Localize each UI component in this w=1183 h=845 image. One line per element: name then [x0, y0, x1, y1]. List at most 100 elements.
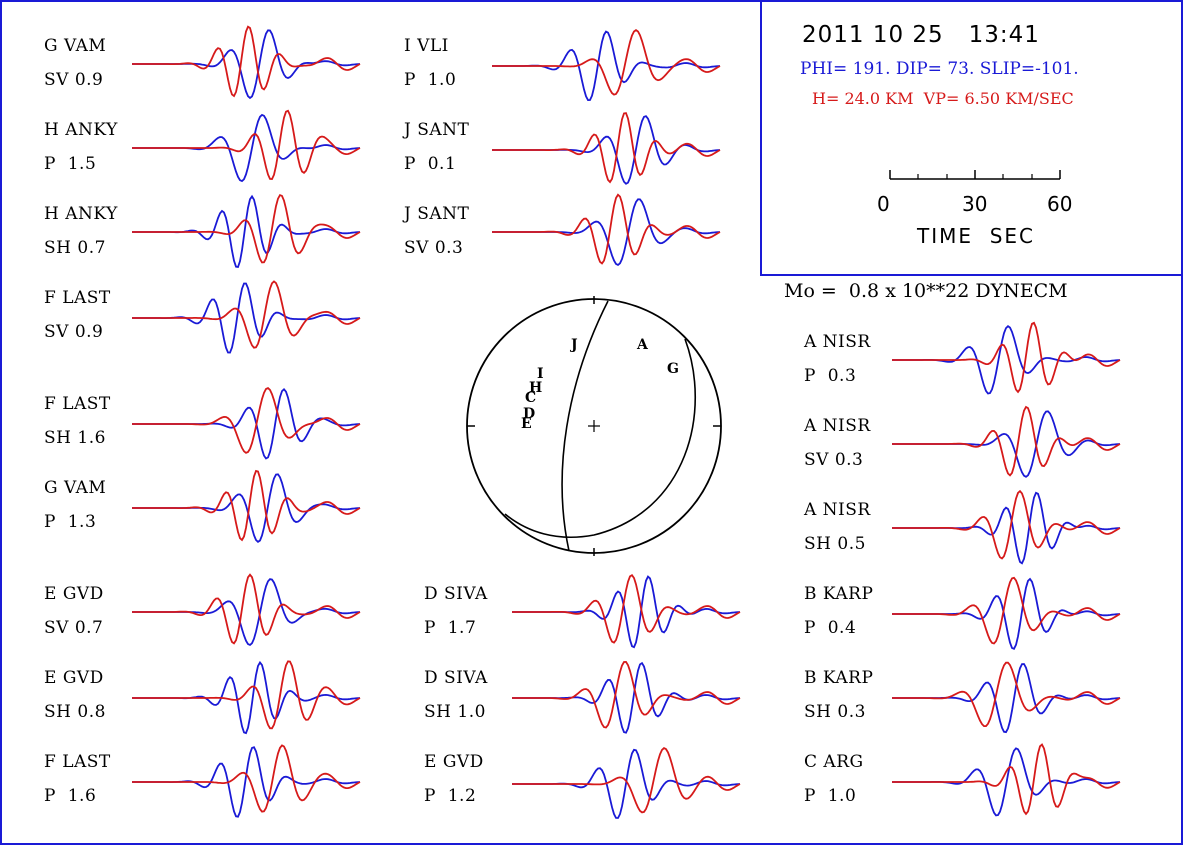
waveform-phase-amplitude: P 1.5: [44, 154, 97, 174]
time-tick-30: 30: [962, 192, 988, 216]
synthetic-waveform: [132, 660, 361, 730]
event-datetime: 2011 10 25 13:41: [802, 22, 1040, 48]
waveform-trace: [132, 387, 361, 460]
waveform-trace: [512, 574, 741, 649]
synthetic-waveform: [132, 25, 361, 98]
waveform-station-label: G VAM: [44, 36, 107, 56]
waveform-trace: [892, 489, 1121, 565]
sphere-station-h: H: [529, 380, 542, 396]
waveform-phase-amplitude: SV 0.3: [404, 238, 464, 258]
synthetic-waveform: [892, 661, 1121, 728]
time-tick-60: 60: [1047, 192, 1073, 216]
waveform-trace: [132, 744, 361, 818]
synthetic-waveform: [132, 469, 361, 542]
waveform-station-label: J SANT: [404, 120, 470, 140]
waveform-station-label: C ARG: [804, 752, 864, 772]
waveform-station-label: G VAM: [44, 478, 107, 498]
waveform-phase-amplitude: SH 0.7: [44, 238, 106, 258]
waveform-station-label: H ANKY: [44, 204, 118, 224]
event-info-box: 2011 10 25 13:41 PHI= 191. DIP= 73. SLIP…: [760, 2, 1181, 276]
seismic-moment: Mo = 0.8 x 10**22 DYNECM: [784, 280, 1068, 302]
depth-velocity: H= 24.0 KM VP= 6.50 KM/SEC: [812, 89, 1074, 108]
waveform-phase-amplitude: P 1.2: [424, 786, 477, 806]
sphere-station-g: G: [667, 361, 679, 377]
waveform-station-label: I VLI: [404, 36, 449, 56]
synthetic-waveform: [512, 574, 741, 644]
synthetic-waveform: [492, 29, 721, 96]
waveform-phase-amplitude: P 1.0: [804, 786, 857, 806]
waveform-station-label: A NISR: [804, 332, 871, 352]
waveform-phase-amplitude: P 0.4: [804, 618, 857, 638]
synthetic-waveform: [132, 573, 361, 645]
time-tick-0: 0: [877, 192, 890, 216]
waveform-phase-amplitude: SH 0.5: [804, 534, 866, 554]
waveform-phase-amplitude: P 1.6: [44, 786, 97, 806]
waveform-phase-amplitude: P 0.3: [804, 366, 857, 386]
waveform-phase-amplitude: SH 1.0: [424, 702, 486, 722]
waveform-station-label: D SIVA: [424, 668, 488, 688]
waveform-station-label: E GVD: [424, 752, 484, 772]
event-date: 2011 10 25: [802, 22, 944, 48]
waveform-trace: [892, 321, 1121, 395]
synthetic-waveform: [132, 387, 361, 454]
waveform-station-label: A NISR: [804, 500, 871, 520]
waveform-phase-amplitude: P 1.7: [424, 618, 477, 638]
synthetic-waveform: [892, 321, 1121, 394]
waveform-trace: [492, 193, 721, 266]
waveform-station-label: F LAST: [44, 394, 111, 414]
waveform-trace: [132, 25, 361, 100]
waveform-trace: [512, 660, 741, 734]
waveform-trace: [892, 405, 1121, 478]
sphere-station-j: J: [569, 337, 578, 353]
waveform-trace: [132, 469, 361, 544]
waveform-station-label: B KARP: [804, 668, 874, 688]
waveform-phase-amplitude: P 1.3: [44, 512, 97, 532]
waveform-phase-amplitude: P 1.0: [404, 70, 457, 90]
synthetic-waveform: [892, 576, 1121, 645]
sphere-station-e: E: [521, 416, 532, 432]
waveform-trace: [132, 573, 361, 647]
sphere-station-c: C: [525, 390, 536, 406]
waveform-trace: [132, 280, 361, 354]
waveform-trace: [492, 112, 721, 185]
synthetic-waveform: [132, 744, 361, 813]
waveform-phase-amplitude: SV 0.9: [44, 70, 104, 90]
sphere-station-i: I: [537, 366, 544, 382]
waveform-trace: [892, 743, 1121, 817]
waveform-station-label: H ANKY: [44, 120, 118, 140]
mechanism-parameters: PHI= 191. DIP= 73. SLIP=-101.: [800, 59, 1079, 79]
synthetic-waveform: [132, 280, 361, 349]
waveform-station-label: F LAST: [44, 752, 111, 772]
synthetic-waveform: [492, 193, 721, 265]
waveform-station-label: F LAST: [44, 288, 111, 308]
synthetic-waveform: [132, 109, 361, 181]
synthetic-waveform: [132, 193, 361, 264]
synthetic-waveform: [512, 747, 741, 814]
waveform-station-label: A NISR: [804, 416, 871, 436]
waveform-station-label: E GVD: [44, 584, 104, 604]
waveform-station-label: J SANT: [404, 204, 470, 224]
sphere-station-d: D: [523, 406, 535, 422]
waveform-phase-amplitude: SH 0.3: [804, 702, 866, 722]
waveform-phase-amplitude: SV 0.3: [804, 450, 864, 470]
waveform-phase-amplitude: SH 0.8: [44, 702, 106, 722]
time-scale-bar: [889, 170, 1061, 180]
waveform-trace: [492, 29, 721, 102]
waveform-station-label: E GVD: [44, 668, 104, 688]
synthetic-waveform: [892, 489, 1121, 560]
synthetic-waveform: [512, 660, 741, 729]
waveform-phase-amplitude: SV 0.9: [44, 322, 104, 342]
waveform-station-label: D SIVA: [424, 584, 488, 604]
waveform-trace: [512, 747, 741, 819]
event-time: 13:41: [968, 22, 1040, 48]
waveform-phase-amplitude: SV 0.7: [44, 618, 104, 638]
waveform-trace: [892, 576, 1121, 650]
waveform-trace: [132, 660, 361, 735]
synthetic-waveform: [892, 743, 1121, 816]
waveform-trace: [892, 661, 1121, 734]
waveform-station-label: B KARP: [804, 584, 874, 604]
synthetic-waveform: [892, 405, 1121, 477]
sphere-station-a: A: [636, 337, 649, 353]
time-axis-label: TIME SEC: [917, 224, 1036, 248]
